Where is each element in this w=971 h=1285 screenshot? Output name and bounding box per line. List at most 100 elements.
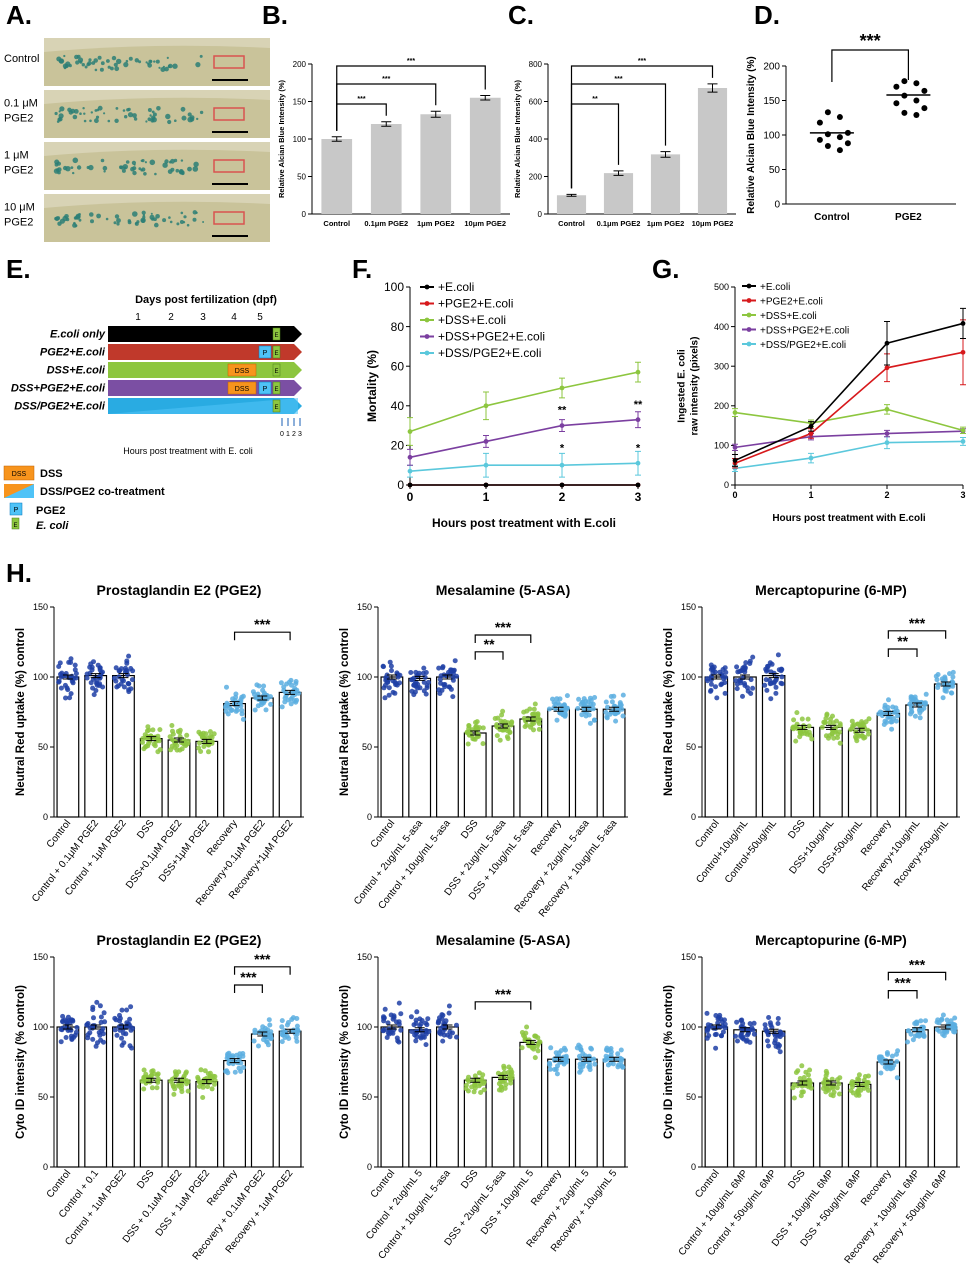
data-point <box>884 719 890 725</box>
data-point <box>170 737 175 743</box>
data-point <box>944 1017 950 1023</box>
data-point <box>171 1091 177 1097</box>
data-point <box>884 406 890 412</box>
bar-group <box>602 1045 626 1168</box>
y-tick-label: 150 <box>357 602 372 612</box>
data-point <box>853 734 858 740</box>
bar-group <box>435 1003 459 1168</box>
significance-bracket <box>336 65 486 131</box>
y-axis-label: Ingested E. coli <box>677 349 688 423</box>
data-point <box>263 707 269 713</box>
data-point <box>121 678 126 684</box>
legend-label: DSS/PGE2 co-treatment <box>40 486 165 498</box>
goblet-cell <box>81 62 86 67</box>
data-point <box>860 733 865 739</box>
data-point <box>901 109 908 116</box>
goblet-cell <box>192 166 199 172</box>
day-label: 4 <box>231 312 237 323</box>
data-point <box>202 1068 208 1074</box>
goblet-cell <box>167 169 173 175</box>
bar-group <box>733 654 757 818</box>
data-point <box>866 716 872 722</box>
data-point <box>438 680 444 686</box>
data-point <box>465 741 471 747</box>
ecoli-box-label: E <box>274 333 278 339</box>
data-point <box>940 695 946 701</box>
data-point <box>745 1031 751 1037</box>
error-bar <box>229 701 240 707</box>
data-point <box>779 674 785 680</box>
bar-group <box>761 652 786 818</box>
legend-label: +E.coli <box>760 282 790 293</box>
legend-marker <box>424 301 430 306</box>
error-bar <box>285 689 296 695</box>
goblet-cell <box>88 58 92 62</box>
data-point <box>497 737 503 743</box>
chart-d: 0 50 100 150 200 Relative Alcian Blue Intensi… <box>746 31 956 223</box>
x-tick-label: DSS <box>459 818 481 841</box>
data-point <box>293 1035 299 1041</box>
data-point <box>809 736 815 742</box>
data-point <box>447 1034 453 1040</box>
data-point <box>747 661 753 666</box>
data-point <box>795 726 801 732</box>
data-point <box>252 707 258 713</box>
y-tick-label: 100 <box>33 1022 48 1032</box>
bar-group <box>380 659 404 818</box>
y-tick-label: 0 <box>367 812 372 822</box>
data-point <box>395 1038 401 1044</box>
error-bar <box>525 1039 536 1045</box>
data-point <box>102 1019 108 1025</box>
data-point <box>236 1056 242 1062</box>
significance-label: *** <box>638 58 646 65</box>
data-point <box>381 685 387 691</box>
y-tick-label: 0 <box>691 812 696 822</box>
x-tick-label: Control <box>693 818 722 850</box>
goblet-cell <box>195 211 198 214</box>
goblet-cell <box>79 60 83 64</box>
chart-title: Mercaptopurine (6-MP) <box>755 932 907 948</box>
ecoli-box <box>272 381 281 395</box>
data-point <box>446 1010 452 1016</box>
data-point <box>124 660 130 666</box>
goblet-cell <box>141 167 146 172</box>
data-point <box>413 1038 419 1044</box>
data-point <box>503 1082 509 1087</box>
data-point <box>66 1018 72 1024</box>
series <box>732 319 966 469</box>
data-point <box>613 718 619 724</box>
data-point <box>408 670 414 675</box>
goblet-cell <box>145 120 148 123</box>
chart-h6: Mercaptopurine (6-MP) 0 50 100 150 Cyto ID in… <box>663 932 960 1266</box>
series-line <box>409 418 639 459</box>
y-tick-label: 20 <box>391 439 405 453</box>
goblet-cell <box>97 105 103 111</box>
data-point <box>198 731 204 737</box>
goblet-cell <box>56 161 62 166</box>
y-tick-label: 600 <box>529 97 543 106</box>
data-point <box>559 462 565 468</box>
data-point <box>554 696 560 702</box>
data-point <box>58 671 63 677</box>
data-point <box>791 717 797 723</box>
data-point <box>205 1084 211 1090</box>
data-point <box>198 1067 204 1073</box>
data-point <box>836 114 843 121</box>
data-point <box>127 1043 133 1049</box>
goblet-cell <box>149 214 155 220</box>
data-point <box>799 1063 805 1069</box>
goblet-cell <box>131 160 136 165</box>
data-point <box>223 708 229 714</box>
ecoli-box <box>272 363 281 377</box>
bar <box>574 708 598 818</box>
legend-swatch-cotreat-band <box>4 484 34 498</box>
data-point <box>91 1015 96 1021</box>
significance-label: *** <box>614 76 622 83</box>
goblet-cell <box>147 108 152 112</box>
data-point <box>805 716 811 722</box>
data-point <box>832 729 838 735</box>
goblet-cell <box>180 211 184 215</box>
data-point <box>284 1033 290 1039</box>
